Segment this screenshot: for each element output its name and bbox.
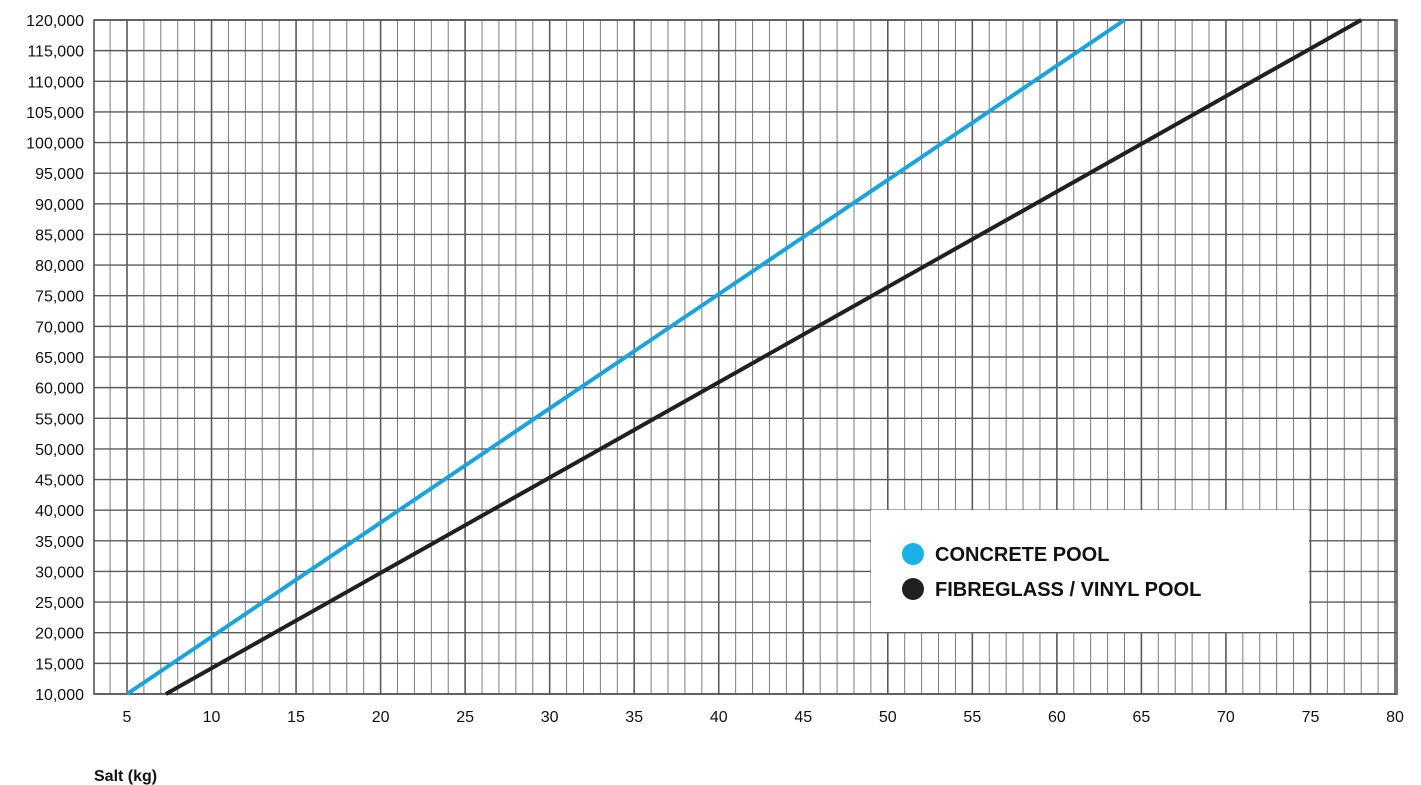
y-tick-label: 65,000 [35,350,84,367]
x-tick-label: 50 [879,709,897,726]
y-tick-label: 80,000 [35,258,84,275]
x-axis-title: Salt (kg) [94,768,157,785]
y-tick-label: 50,000 [35,442,84,459]
x-tick-label: 45 [794,709,812,726]
y-tick-label: 30,000 [35,564,84,581]
x-tick-label: 5 [123,709,132,726]
y-tick-label: 95,000 [35,166,84,183]
legend-marker-concrete-pool [902,543,924,565]
y-tick-label: 110,000 [27,74,84,91]
y-tick-label: 70,000 [35,319,84,336]
x-tick-label: 15 [287,709,305,726]
y-tick-label: 60,000 [35,381,84,398]
x-tick-label: 70 [1217,709,1235,726]
series-line-1 [164,18,1363,696]
y-tick-label: 90,000 [35,197,84,214]
x-axis: 5 10 15 20 25 30 35 40 45 50 55 60 65 70 75 80 [123,709,1404,726]
y-tick-label: 100,000 [26,136,84,153]
y-axis: 10,000 15,000 20,000 25,000 30,000 35,000 40,0… [26,13,84,704]
x-tick-label: 75 [1302,709,1320,726]
x-tick-label: 35 [625,709,643,726]
y-tick-label: 40,000 [35,503,84,520]
y-tick-label: 45,000 [35,473,84,490]
plot-frame [93,19,1398,695]
y-tick-label: 55,000 [35,411,84,428]
x-tick-label: 25 [456,709,474,726]
x-tick-label: 80 [1386,709,1404,726]
x-tick-label: 60 [1048,709,1066,726]
x-tick-label: 55 [963,709,981,726]
x-tick-label: 65 [1133,709,1151,726]
x-tick-label: 10 [203,709,221,726]
y-tick-label: 35,000 [35,534,84,551]
y-tick-label: 75,000 [35,289,84,306]
y-tick-label: 15,000 [35,656,84,673]
legend-marker-fibreglass-vinyl-pool [902,578,924,600]
legend-label-fibreglass-vinyl-pool: FIBREGLASS / VINYL POOL [935,579,1201,601]
series-lines [125,18,1363,696]
x-tick-label: 30 [541,709,559,726]
series-line-0 [125,18,1126,696]
y-tick-label: 105,000 [26,105,84,122]
y-tick-label: 85,000 [35,227,84,244]
y-tick-label: 120,000 [26,13,84,30]
y-tick-label: 115,000 [27,44,84,61]
y-tick-label: 25,000 [35,595,84,612]
grid [93,19,1398,695]
y-tick-label: 10,000 [35,687,84,704]
legend: CONCRETE POOL FIBREGLASS / VINYL POOL [871,510,1309,632]
x-tick-label: 40 [710,709,728,726]
legend-box [871,510,1309,632]
legend-label-concrete-pool: CONCRETE POOL [935,544,1109,566]
x-tick-label: 20 [372,709,390,726]
y-tick-label: 20,000 [35,626,84,643]
